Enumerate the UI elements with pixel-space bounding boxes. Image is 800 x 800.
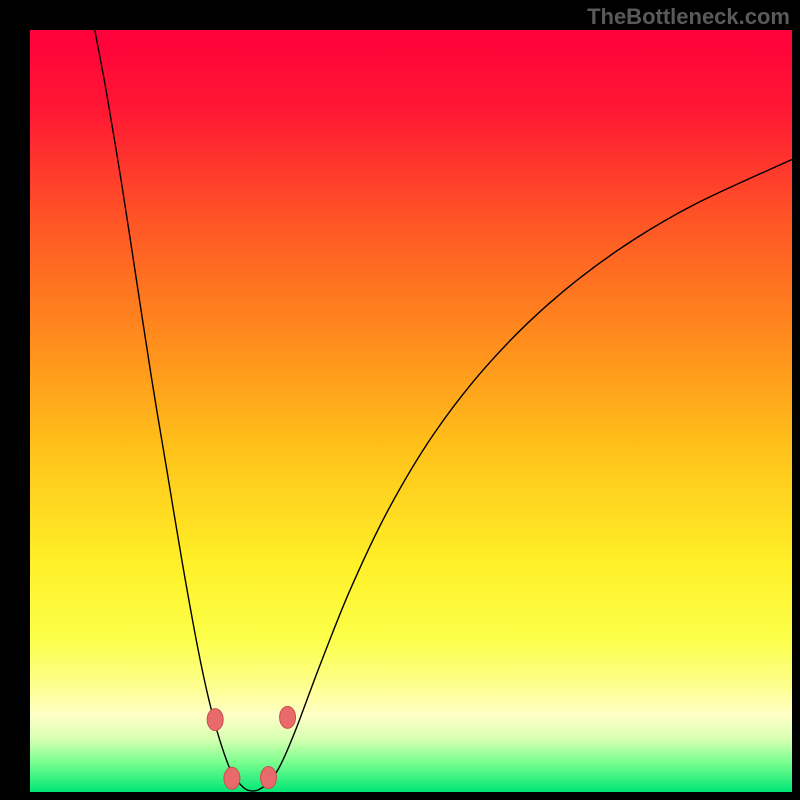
curve-marker: [207, 709, 223, 731]
curve-marker: [224, 767, 240, 789]
chart-container: TheBottleneck.com: [0, 0, 800, 800]
curve-marker: [261, 767, 277, 789]
watermark-text: TheBottleneck.com: [587, 4, 790, 30]
chart-svg: [0, 0, 800, 800]
curve-marker: [280, 706, 296, 728]
chart-gradient-bg: [30, 30, 792, 792]
